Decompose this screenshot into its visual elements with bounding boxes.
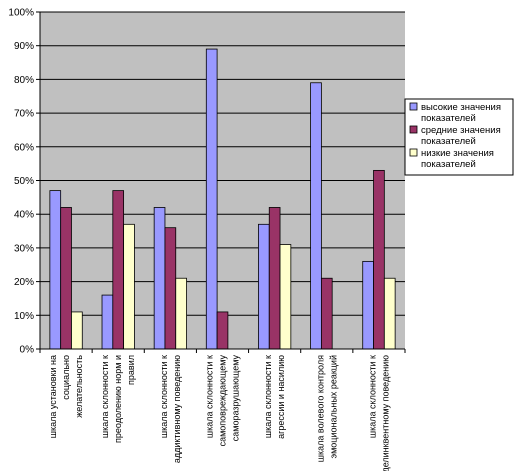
bar bbox=[123, 223, 135, 350]
y-tick-label: 60% bbox=[14, 142, 34, 153]
legend-label: показателей bbox=[421, 113, 476, 124]
category-label: шкала склонности к аддиктивному поведению bbox=[159, 355, 182, 463]
y-tick-label: 100% bbox=[8, 8, 34, 19]
bar bbox=[175, 277, 187, 350]
bar bbox=[279, 244, 292, 350]
bar bbox=[383, 277, 396, 350]
bar bbox=[216, 311, 229, 350]
bar bbox=[258, 223, 270, 350]
category-label: шкала установки на социально желательность bbox=[48, 355, 84, 439]
legend-label: показателей bbox=[421, 136, 476, 147]
category-label-line: эмоциональных реакций bbox=[328, 355, 338, 459]
category-label: шкала волевого контроля эмоциональных реа… bbox=[315, 355, 338, 462]
legend-label: высокие значения bbox=[421, 102, 501, 113]
category-label-line: шкала волевого контроля bbox=[315, 355, 325, 462]
bar bbox=[101, 294, 114, 350]
category-label-line: шкала склонности к bbox=[263, 355, 273, 438]
bar bbox=[153, 207, 166, 350]
category-label: шкала склонности к делинквентному поведен… bbox=[367, 355, 390, 471]
category-label-line: делинквентному поведению bbox=[380, 355, 390, 471]
category-label-line: преодолению норм и bbox=[113, 355, 123, 443]
y-tick-label: 10% bbox=[14, 311, 34, 322]
category-label-line: шкала установки на bbox=[48, 355, 58, 438]
legend-label: средние значения bbox=[421, 125, 501, 136]
y-tick-label: 0% bbox=[20, 345, 35, 356]
grid-lines bbox=[40, 11, 405, 316]
category-label: шкала склонности к агрессии и насилию bbox=[263, 355, 286, 439]
bar bbox=[164, 227, 177, 350]
bar bbox=[320, 277, 333, 350]
y-tick-label: 50% bbox=[14, 176, 34, 187]
legend-label: показателей bbox=[421, 159, 476, 170]
y-tick-label: 30% bbox=[14, 243, 34, 254]
legend-box bbox=[404, 98, 514, 176]
legend-swatch bbox=[409, 148, 418, 157]
bar bbox=[268, 207, 281, 350]
y-axis-ticks: 0% 10% 20% 30% 40% 50% 60% 70% 80% 90% 100% bbox=[8, 8, 40, 356]
category-label: шкала склонности к самоповреждающему самор… bbox=[205, 355, 241, 447]
category-label-line: правил bbox=[126, 355, 136, 385]
bar bbox=[49, 190, 62, 350]
category-label-line: шкала склонности к bbox=[205, 355, 215, 438]
category-label-line: аддиктивному поведению bbox=[172, 355, 182, 463]
y-tick-label: 70% bbox=[14, 109, 34, 120]
bar bbox=[373, 169, 385, 350]
bar bbox=[71, 311, 83, 350]
category-label-line: саморазрушающему bbox=[231, 355, 241, 442]
y-tick-label: 40% bbox=[14, 210, 34, 221]
bar bbox=[310, 82, 322, 350]
category-label-line: социально bbox=[61, 355, 71, 400]
y-tick-label: 90% bbox=[14, 41, 34, 52]
y-tick-label: 80% bbox=[14, 75, 34, 86]
category-label-line: самоповреждающему bbox=[218, 355, 228, 447]
bar bbox=[205, 48, 218, 350]
x-axis-categories: шкала установки на социально желательность… bbox=[39, 349, 406, 471]
bar bbox=[362, 260, 374, 350]
category-label: шкала склонности к преодолению норм и прав… bbox=[100, 355, 136, 443]
y-tick-label: 20% bbox=[14, 277, 34, 288]
category-label-line: шкала склонности к bbox=[159, 355, 169, 438]
category-label-line: шкала склонности к bbox=[367, 355, 377, 438]
category-label-line: желательность bbox=[74, 355, 84, 418]
legend-swatch bbox=[409, 125, 418, 134]
legend-label: низкие значения bbox=[421, 148, 494, 159]
category-label-line: агрессии и насилию bbox=[276, 355, 286, 439]
legend-swatch bbox=[409, 102, 418, 111]
category-label-line: шкала склонности к bbox=[100, 355, 110, 438]
bar bbox=[112, 190, 125, 350]
bar bbox=[60, 207, 72, 350]
